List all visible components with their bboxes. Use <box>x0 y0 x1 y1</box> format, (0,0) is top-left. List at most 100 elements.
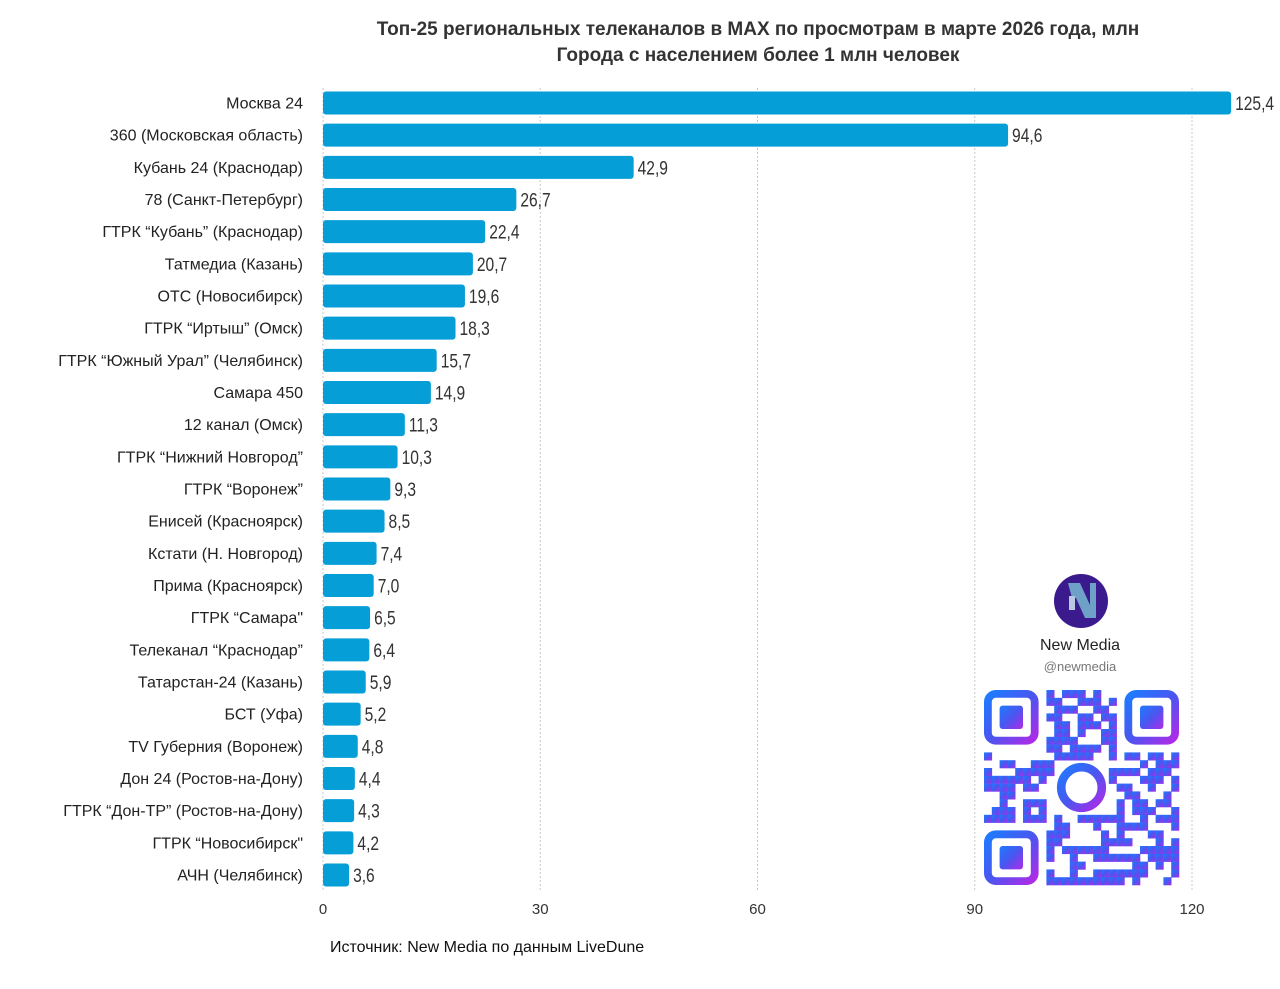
qr-module <box>1046 838 1055 847</box>
qr-module <box>1155 830 1164 839</box>
qr-module <box>1007 814 1016 823</box>
qr-module <box>1085 721 1094 730</box>
qr-module <box>1132 877 1141 886</box>
value-label: 6,5 <box>374 607 396 629</box>
qr-module <box>1046 877 1055 886</box>
category-label: ГТРК “Южный Урал” (Челябинск) <box>58 353 303 370</box>
qr-module <box>1124 783 1133 792</box>
qr-module <box>1069 736 1078 745</box>
qr-module <box>1108 869 1117 878</box>
qr-module <box>1132 822 1141 831</box>
qr-module <box>1062 705 1071 714</box>
bar <box>323 188 517 211</box>
qr-module <box>1116 838 1125 847</box>
value-label: 4,2 <box>357 832 379 854</box>
qr-module <box>1101 846 1110 855</box>
qr-module <box>1132 752 1141 761</box>
qr-module <box>1054 838 1063 847</box>
qr-module <box>1054 814 1063 823</box>
value-label: 14,9 <box>435 382 465 404</box>
qr-module <box>1085 814 1094 823</box>
value-label: 7,0 <box>378 575 400 597</box>
qr-module <box>1140 799 1149 808</box>
qr-module <box>991 814 1000 823</box>
qr-module <box>1062 752 1071 761</box>
qr-module <box>1069 877 1078 886</box>
value-label: 125,4 <box>1235 93 1274 115</box>
category-label: Дон 24 (Ростов-на-Дону) <box>120 771 303 788</box>
qr-module <box>1101 713 1110 722</box>
qr-module <box>1163 877 1172 886</box>
qr-module <box>1077 744 1086 753</box>
qr-module <box>1171 760 1180 769</box>
qr-module <box>1171 861 1180 870</box>
qr-module <box>1171 822 1180 831</box>
bar <box>323 606 371 630</box>
qr-module <box>1062 721 1071 730</box>
value-label: 3,6 <box>353 865 375 887</box>
category-label: ГТРК “Самара" <box>191 610 303 627</box>
bar <box>323 574 374 597</box>
category-label: Татмедиа (Казань) <box>165 256 303 273</box>
qr-module <box>1093 877 1102 886</box>
qr-module <box>1077 861 1086 870</box>
category-label: ГТРК “Иртыш” (Омск) <box>144 321 303 338</box>
x-tick-label: 60 <box>749 901 766 918</box>
value-label: 7,4 <box>381 543 403 565</box>
qr-module <box>1023 775 1032 784</box>
bar <box>323 477 391 501</box>
qr-module <box>1054 705 1063 714</box>
qr-module <box>1101 729 1110 738</box>
qr-module <box>1077 729 1086 738</box>
bar <box>323 509 385 533</box>
qr-module <box>1023 783 1032 792</box>
brand-name: New Media <box>1039 637 1121 654</box>
qr-module <box>1108 752 1117 761</box>
qr-module <box>1155 760 1164 769</box>
qr-module <box>1108 775 1117 784</box>
qr-module <box>1054 736 1063 745</box>
qr-module <box>1046 768 1055 777</box>
qr-module <box>1093 744 1102 753</box>
qr-module <box>1069 690 1078 699</box>
qr-module <box>1046 736 1055 745</box>
bar <box>323 670 366 694</box>
qr-module <box>1124 869 1133 878</box>
qr-module <box>1155 853 1164 862</box>
bar <box>323 155 634 179</box>
bar <box>323 123 1009 147</box>
qr-module <box>1163 760 1172 769</box>
qr-module <box>999 799 1008 808</box>
qr-module <box>1046 760 1055 769</box>
qr-module <box>1155 838 1164 847</box>
qr-module <box>999 807 1008 816</box>
qr-module <box>1108 838 1117 847</box>
qr-module <box>1046 869 1055 878</box>
qr-module <box>1132 768 1141 777</box>
category-label: Кубань 24 (Краснодар) <box>134 160 303 177</box>
qr-module <box>1101 853 1110 862</box>
value-label: 9,3 <box>394 479 416 501</box>
qr-module <box>1147 830 1156 839</box>
bar <box>323 445 398 469</box>
value-label: 4,8 <box>362 736 384 758</box>
qr-module <box>1147 853 1156 862</box>
qr-module <box>1069 752 1078 761</box>
brand-logo-n-icon <box>1068 583 1096 618</box>
qr-module <box>1069 861 1078 870</box>
qr-module <box>1147 768 1156 777</box>
qr-module <box>1116 877 1125 886</box>
qr-module <box>999 791 1008 800</box>
category-label: ГТРК “Нижний Новгород” <box>117 449 303 466</box>
qr-module <box>1163 768 1172 777</box>
qr-module <box>1108 744 1117 753</box>
qr-module <box>1116 822 1125 831</box>
qr-finder-center-icon <box>999 705 1023 729</box>
value-label: 11,3 <box>409 414 438 436</box>
value-label: 10,3 <box>402 446 432 468</box>
category-label: ГТРК “Кубань” (Краснодар) <box>102 224 303 241</box>
qr-module <box>1132 861 1141 870</box>
qr-module <box>1069 853 1078 862</box>
qr-module <box>1140 861 1149 870</box>
qr-module <box>1054 752 1063 761</box>
